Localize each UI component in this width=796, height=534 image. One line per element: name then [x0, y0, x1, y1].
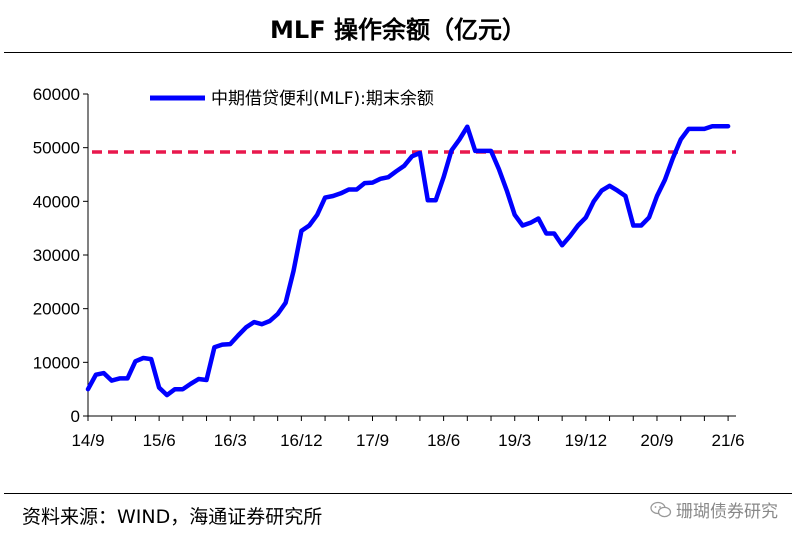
source-note: 资料来源：WIND，海通证券研究所: [22, 506, 323, 528]
x-tick-label: 18/6: [427, 431, 460, 450]
wechat-icon: [650, 501, 672, 517]
x-tick-label: 19/12: [565, 431, 608, 450]
y-tick-label: 0: [71, 407, 80, 426]
x-tick-label: 14/9: [71, 431, 104, 450]
watermark-text: 珊瑚债券研究: [676, 502, 778, 522]
y-tick-label: 50000: [33, 139, 80, 158]
x-tick-label: 20/9: [640, 431, 673, 450]
watermark: 珊瑚债券研究: [650, 497, 778, 522]
x-tick-label: 15/6: [143, 431, 176, 450]
x-tick-label: 21/6: [712, 431, 745, 450]
legend: 中期借贷便利(MLF):期末余额: [150, 89, 434, 109]
y-tick-label: 30000: [33, 246, 80, 265]
x-tick-label: 17/9: [356, 431, 389, 450]
series-group: [85, 123, 731, 398]
series-line-mlf-balance: [85, 123, 731, 398]
y-tick-label: 10000: [33, 353, 80, 372]
title-divider: [4, 52, 792, 53]
y-tick-label: 60000: [33, 85, 80, 104]
chart-title: MLF 操作余额（亿元）: [270, 16, 526, 44]
x-tick-label: 16/3: [214, 431, 247, 450]
legend-label: 中期借贷便利(MLF):期末余额: [211, 89, 434, 109]
chart-axes: 0 10000 20000 30000 40000 50000 60000 14/9 15/6 1…: [33, 85, 745, 450]
source-divider: [4, 493, 792, 494]
y-tick-label: 20000: [33, 300, 80, 319]
x-tick-label: 16/12: [280, 431, 323, 450]
x-tick-label: 19/3: [498, 431, 531, 450]
y-tick-label: 40000: [33, 192, 80, 211]
